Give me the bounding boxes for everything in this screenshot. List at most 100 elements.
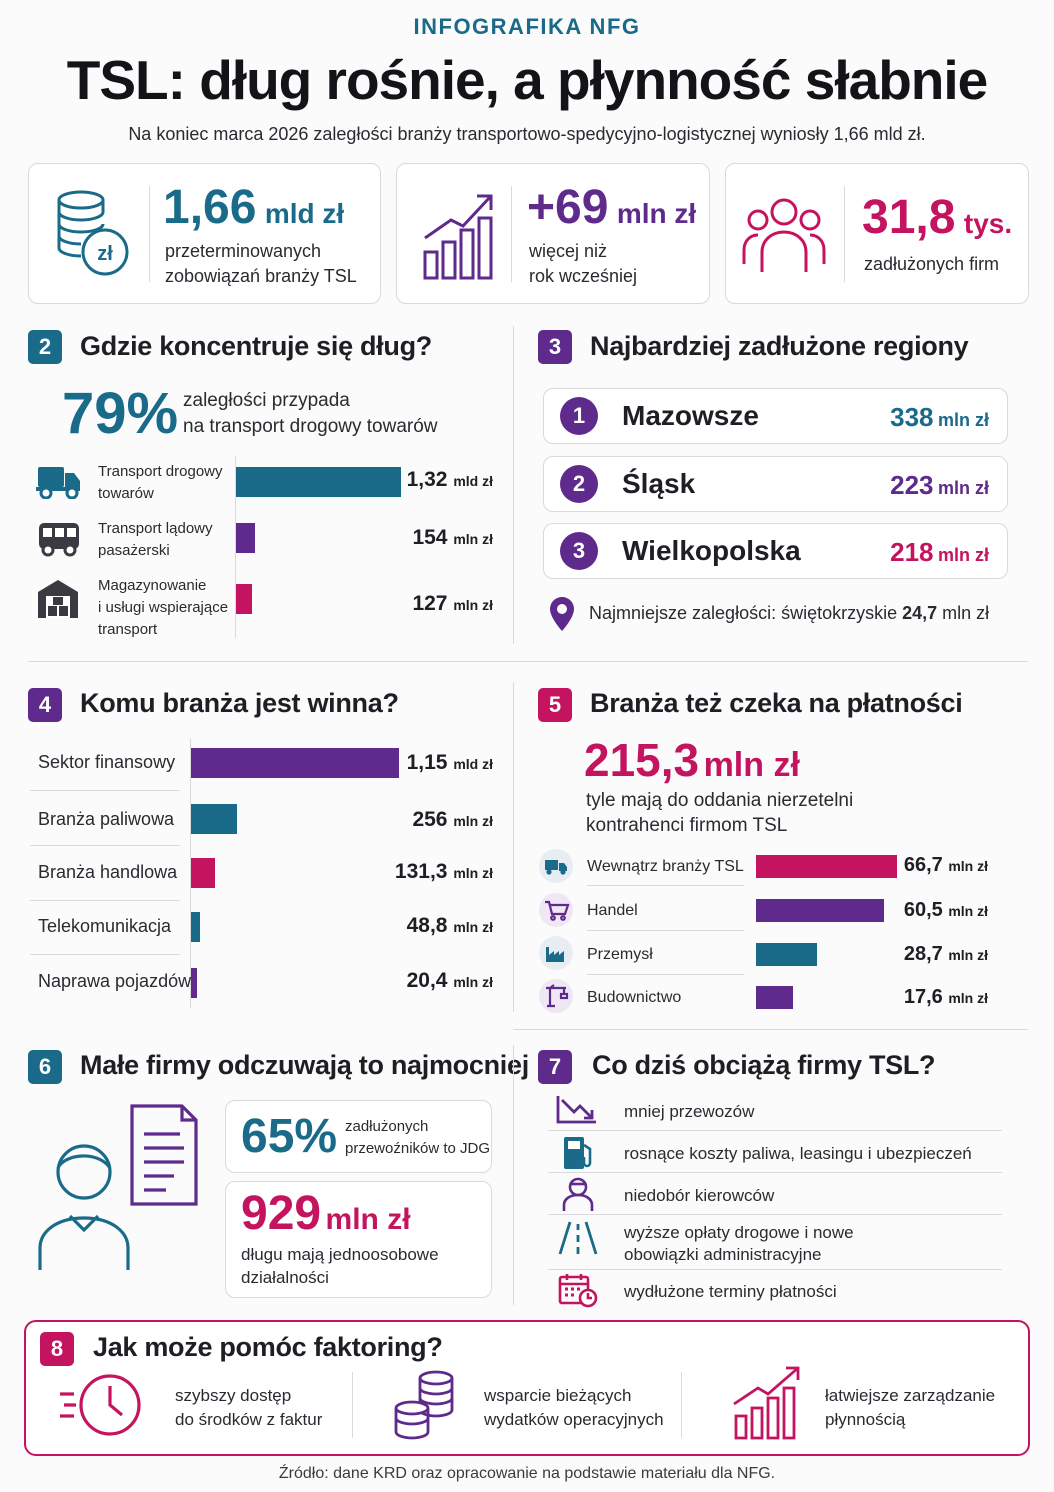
- row-divider: [587, 885, 744, 886]
- bar-value: 154 mln zł: [380, 526, 493, 550]
- big-amount-number: 215,3: [584, 734, 700, 786]
- region-name: Wielkopolska: [622, 535, 801, 566]
- kpi-desc-line2: zobowiązań branży TSL: [165, 266, 357, 286]
- region-value-number: 223: [890, 470, 934, 500]
- bar: [191, 858, 215, 888]
- bar-value-number: 20,4: [406, 969, 448, 992]
- burden-item-text: wyższe opłaty drogowe i nowe obowiązki a…: [624, 1222, 854, 1266]
- factoring-item-line1: wsparcie bieżących: [484, 1386, 632, 1405]
- bar: [191, 968, 197, 998]
- page-subtitle: Na koniec marca 2026 zaległości branży t…: [128, 124, 926, 144]
- column-divider: [513, 682, 514, 1012]
- row-label: Transport lądowy pasażerski: [98, 518, 213, 562]
- bar-value-number: 256: [412, 808, 448, 831]
- crane-icon: [538, 978, 574, 1014]
- row-label: Branża handlowa: [38, 862, 178, 882]
- kpi-unit: tys.: [963, 208, 1013, 239]
- bar-value-unit: mln zł: [948, 903, 988, 919]
- region-value-unit: mln zł: [937, 545, 989, 565]
- source-note: Źródło: dane KRD oraz opracowanie na pod…: [278, 1465, 776, 1482]
- stat-card-debt: 929 mln zł długu mają jednoosobowe dział…: [225, 1181, 492, 1298]
- bar-value-unit: mld zł: [453, 473, 493, 489]
- stat-desc-line2: przewoźników to JDG: [345, 1140, 491, 1157]
- region-value: 223 mln zł: [890, 470, 989, 501]
- kpi-divider: [844, 186, 845, 282]
- region-note-text: Najmniejsze zaległości: świętokrzyskie: [589, 603, 903, 623]
- kpi-number: 1,66: [163, 181, 257, 234]
- factoring-item-text: szybszy dostęp do środków z faktur: [175, 1384, 322, 1432]
- section-number-badge: 8: [40, 1332, 74, 1366]
- bar-value-number: 154: [412, 526, 448, 549]
- section-title: Jak może pomóc faktoring?: [93, 1332, 443, 1362]
- stat-desc-line2: działalności: [241, 1268, 329, 1287]
- row-label-line2: towarów: [98, 485, 154, 502]
- factory-icon: [538, 935, 574, 971]
- chart-axis: [235, 456, 236, 638]
- bar-value: 256 mln zł: [360, 808, 493, 832]
- row-label: Naprawa pojazdów: [38, 971, 192, 991]
- row-divider: [30, 790, 180, 791]
- row-label: Transport drogowy towarów: [98, 461, 223, 505]
- bar-value-unit: mln zł: [948, 947, 988, 963]
- kpi-number: +69: [527, 181, 609, 234]
- row-label: Magazynowanie i usługi wspierające trans…: [98, 575, 228, 641]
- row-label: Telekomunikacja: [38, 916, 172, 936]
- column-divider: [513, 1045, 514, 1305]
- bar-value-number: 48,8: [406, 914, 448, 937]
- bar-value: 48,8 mln zł: [360, 914, 493, 938]
- region-note-unit: mln zł: [937, 603, 990, 623]
- bar-value-unit: mln zł: [453, 865, 493, 881]
- bar-value: 131,3 mln zł: [360, 860, 493, 884]
- section-number-badge: 3: [538, 330, 572, 364]
- bar-value-unit: mln zł: [453, 597, 493, 613]
- bar-value: 17,6 mln zł: [880, 986, 988, 1009]
- bar-value: 1,15 mld zł: [360, 751, 493, 775]
- bar-value: 28,7 mln zł: [880, 943, 988, 966]
- row-divider: [548, 1130, 1002, 1131]
- kpi-desc-line1: więcej niż: [529, 241, 608, 261]
- bar: [756, 943, 817, 966]
- kpi-unit: mld zł: [264, 198, 345, 229]
- bar: [191, 804, 238, 834]
- burden-item-text: niedobór kierowców: [624, 1186, 775, 1205]
- row-divider: [548, 1214, 1002, 1215]
- big-amount: 215,3 mln zł: [584, 733, 800, 787]
- kpi-value: 1,66 mld zł: [163, 180, 344, 235]
- warehouse-icon: [38, 578, 78, 618]
- stat-amount-number: 929: [241, 1187, 322, 1240]
- bar-value: 127 mln zł: [380, 592, 493, 616]
- row-label-line1: Transport drogowy: [98, 463, 223, 480]
- section-title: Gdzie koncentruje się dług?: [80, 331, 432, 361]
- section-number-badge: 2: [28, 330, 62, 364]
- region-name: Mazowsze: [622, 400, 759, 431]
- column-divider: [352, 1372, 353, 1438]
- stat-percent: 65%: [241, 1110, 338, 1163]
- kpi-card-firms: 31,8 tys. zadłużonych firm: [725, 163, 1029, 304]
- bus-icon: [37, 521, 81, 557]
- kpi-number: 31,8: [862, 191, 956, 244]
- bar-value-number: 28,7: [903, 943, 943, 965]
- burden-item-text: mniej przewozów: [624, 1102, 755, 1121]
- row-divider: [587, 930, 744, 931]
- bar: [236, 467, 401, 497]
- column-divider: [681, 1372, 682, 1438]
- region-rank: 1: [560, 397, 598, 435]
- section-number-badge: 7: [538, 1050, 572, 1084]
- row-label-line1: Magazynowanie: [98, 577, 207, 594]
- big-desc-line1: tyle mają do oddania nierzetelni: [586, 790, 854, 811]
- cart-icon: [538, 892, 574, 928]
- burden-item-line1: wyższe opłaty drogowe i nowe: [624, 1223, 854, 1242]
- row-divider: [548, 1172, 1002, 1173]
- calendar-clock-icon: [558, 1272, 598, 1308]
- bar-value-number: 66,7: [903, 854, 943, 876]
- chart-axis: [190, 738, 191, 1008]
- row-label: Sektor finansowy: [38, 752, 176, 772]
- bar-value: 20,4 mln zł: [360, 969, 493, 993]
- bar: [191, 912, 200, 942]
- section-title: Co dziś obciążą firmy TSL?: [592, 1050, 936, 1080]
- column-divider: [513, 326, 514, 644]
- region-value-unit: mln zł: [937, 478, 989, 498]
- bar: [236, 523, 256, 553]
- people-icon: [742, 194, 826, 274]
- burden-item-text: rosnące koszty paliwa, leasingu i ubezpi…: [624, 1144, 972, 1163]
